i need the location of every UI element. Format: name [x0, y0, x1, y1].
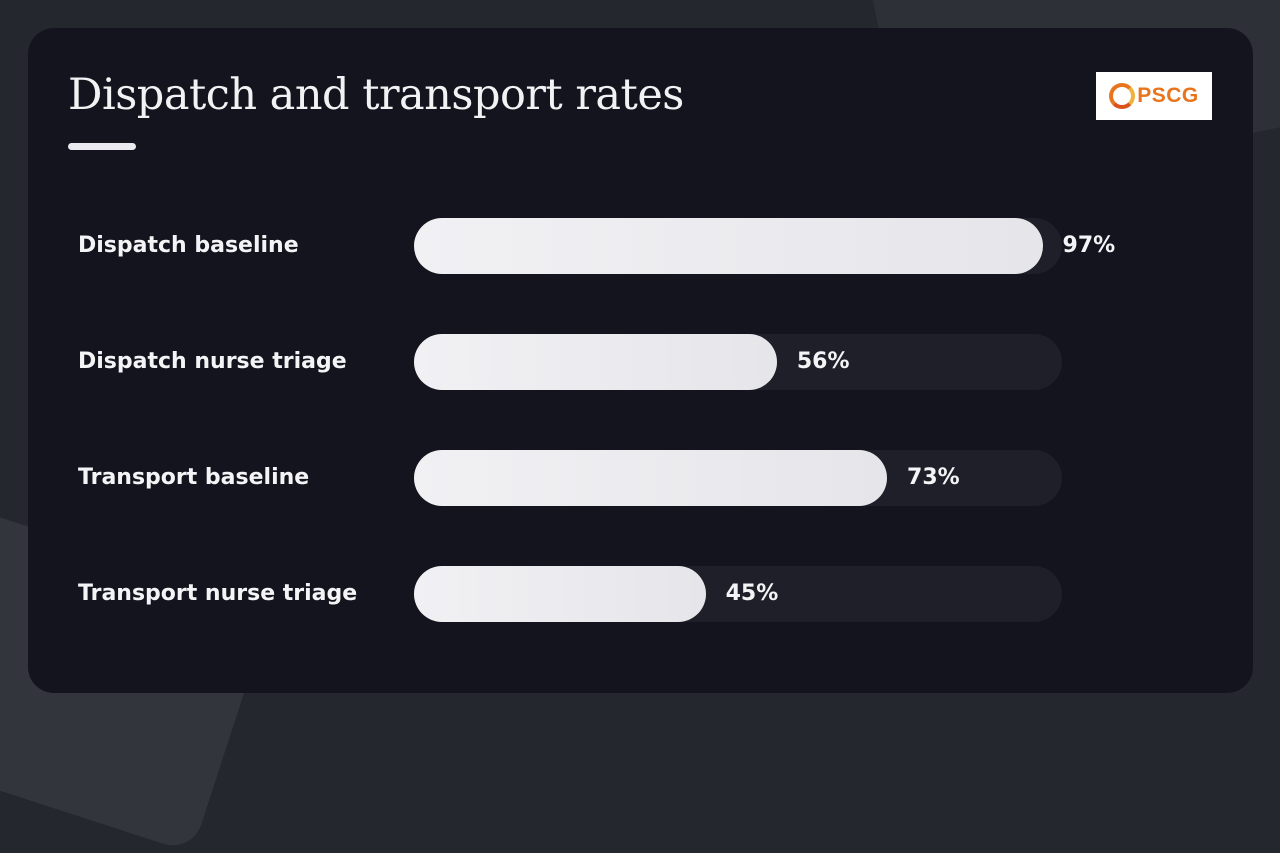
value-label: 45%: [725, 581, 779, 606]
category-label: Transport nurse triage: [78, 581, 358, 606]
value-label: 56%: [796, 349, 850, 374]
category-label: Dispatch nurse triage: [78, 349, 347, 374]
slide-title: Dispatch and transport rates: [68, 70, 684, 120]
bar: [414, 334, 777, 390]
category-label: Transport baseline: [78, 465, 310, 490]
bar-chart: Dispatch baseline 97% Dispatch nurse triag…: [28, 28, 1253, 693]
value-label: 97%: [1062, 233, 1116, 258]
bar: [414, 218, 1043, 274]
bar: [414, 450, 888, 506]
bar: [414, 566, 706, 622]
logo-text: PSCG: [1137, 84, 1199, 107]
slide-card: Dispatch and transport rates PSCG Dispat…: [28, 28, 1253, 693]
title-underline: [68, 143, 136, 150]
category-label: Dispatch baseline: [78, 233, 299, 258]
value-label: 73%: [907, 465, 960, 490]
pscg-logo-icon: [1109, 83, 1136, 109]
pscg-logo: PSCG: [1096, 72, 1212, 120]
